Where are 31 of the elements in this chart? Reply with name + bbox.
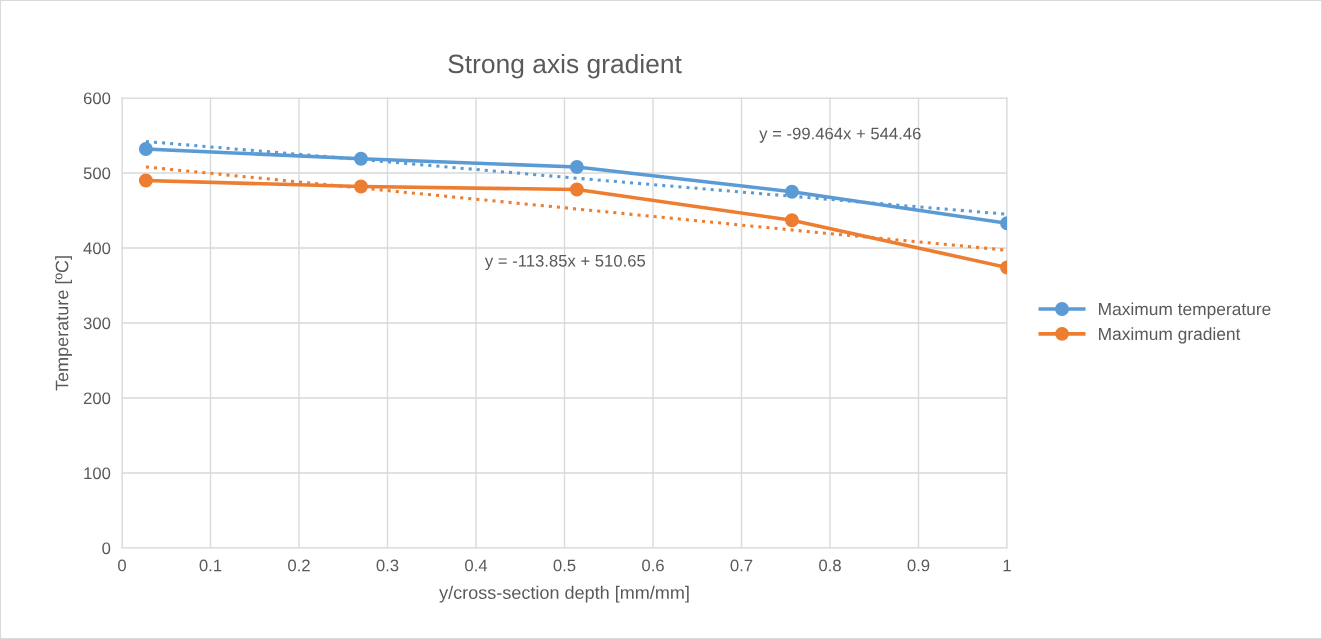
legend-label: Maximum temperature [1099,302,1271,319]
chart-title: Strong axis gradient [448,53,682,79]
point [569,182,584,197]
point [784,213,799,228]
x-tick-label: 0.2 [288,559,310,572]
point [138,142,153,156]
x-tick-label: 0.1 [199,559,222,572]
legend-label: Maximum gradient [1099,327,1241,344]
y-tick-label: 500 [83,167,111,180]
y-tick-label: 100 [84,467,111,480]
x-axis-title: y/cross-section depth [mm/mm] [439,585,689,603]
annotation: y = -99.464x + 544.46 [759,127,921,143]
y-tick-label: 300 [83,317,111,330]
annotation: y = -113.85x + 510.65 [484,254,646,271]
point [784,184,799,199]
y-axis-title: Temperature [ºC] [55,256,72,391]
x-tick-label: 0.9 [907,559,930,572]
x-tick-label: 0.4 [465,559,488,572]
y-tick-label: 200 [83,392,111,405]
x-tick-label: 0.3 [376,559,399,572]
x-tick-label: 1 [1003,559,1011,572]
x-tick-label: 0.7 [730,559,753,572]
point [138,173,153,188]
y-tick-label: 400 [83,242,111,255]
x-tick-label: 0 [118,559,126,572]
x-tick-label: 0.5 [553,559,576,572]
y-tick-label: 600 [83,92,111,105]
point [569,160,584,174]
x-tick-label: 0.8 [819,559,841,572]
y-tick-label: 0 [102,542,111,555]
x-tick-label: 0.6 [642,559,664,572]
